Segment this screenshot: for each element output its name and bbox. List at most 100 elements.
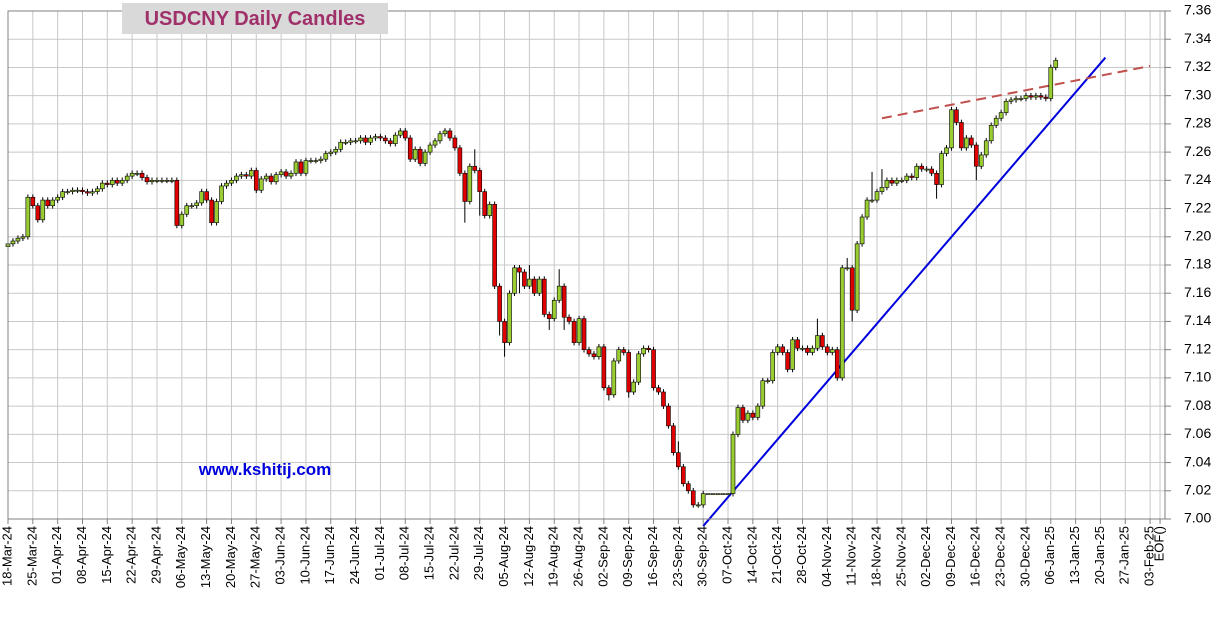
candle-body <box>1013 98 1019 101</box>
x-tick-label: 05-Aug-24 <box>496 526 511 587</box>
x-tick-label: 12-Aug-24 <box>521 526 536 587</box>
candle-body <box>239 174 244 177</box>
candle-body <box>874 191 880 201</box>
candle-body <box>765 380 771 383</box>
candle-body <box>209 199 214 223</box>
candle-body <box>825 346 830 353</box>
candle-body <box>899 180 905 182</box>
candle-body <box>760 380 766 407</box>
candle-body <box>437 133 443 142</box>
candle-body <box>298 161 304 174</box>
y-tick-label: 7.18 <box>1184 256 1211 272</box>
x-tick-label: 27-May-24 <box>248 526 263 588</box>
candle-body <box>859 216 865 245</box>
candle-body <box>204 191 209 201</box>
candle-body <box>318 158 324 161</box>
x-tick-label: 09-Sep-24 <box>620 526 635 587</box>
candle-body <box>60 191 65 198</box>
candle-body <box>25 196 31 238</box>
candle-body <box>795 339 800 349</box>
candle-body <box>487 204 492 216</box>
x-tick-label: 16-Sep-24 <box>645 526 660 587</box>
x-tick-label: 06-May-24 <box>173 526 188 588</box>
candle-body <box>745 412 751 421</box>
x-tick-label: 29-Jul-24 <box>471 526 486 580</box>
x-tick-label: 14-Oct-24 <box>744 526 759 584</box>
trend-line <box>881 65 1151 120</box>
candle-body <box>720 493 726 495</box>
candle-body <box>407 137 413 160</box>
candle-body <box>551 299 557 319</box>
candle-body <box>139 172 145 178</box>
candle-body <box>10 240 16 245</box>
candle-body <box>432 140 438 146</box>
candle-body <box>30 196 36 207</box>
candle-body <box>770 352 776 382</box>
candle-body <box>998 112 1004 119</box>
candle-body <box>884 180 890 188</box>
candle-body <box>815 335 820 349</box>
candle-body <box>869 199 875 202</box>
x-tick-label: 18-Nov-24 <box>868 526 883 587</box>
candle-body <box>527 278 532 287</box>
candle-body <box>532 278 537 294</box>
y-tick-label: 7.06 <box>1184 425 1211 441</box>
candle-body <box>288 172 294 177</box>
candle-body <box>805 347 810 353</box>
candle-body <box>234 175 239 181</box>
y-tick-label: 7.30 <box>1184 86 1211 102</box>
candle-body <box>695 504 701 507</box>
y-tick-label: 7.20 <box>1184 227 1211 243</box>
candle-body <box>397 130 403 136</box>
candle-body <box>159 180 165 182</box>
candle-body <box>571 321 577 343</box>
candle-body <box>541 278 547 315</box>
candle-body <box>229 180 234 184</box>
candle-body <box>219 185 224 202</box>
x-tick-label: 28-Oct-24 <box>794 526 809 584</box>
candle-body <box>924 168 929 171</box>
candle-body <box>338 141 343 150</box>
candle-body <box>199 191 204 204</box>
candle-body <box>358 137 363 142</box>
candle-body <box>661 391 666 407</box>
x-tick-label: 25-Mar-24 <box>24 526 39 586</box>
candle-body <box>954 109 959 123</box>
candle-body <box>353 140 358 143</box>
x-tick-label: 03-Jun-24 <box>273 526 288 585</box>
x-tick-label: 03-Feb-25 <box>1142 526 1157 586</box>
x-tick-label: 02-Dec-24 <box>918 526 933 587</box>
candle-body <box>1053 60 1059 68</box>
candle-body <box>214 201 219 223</box>
candle-body <box>546 314 552 319</box>
candle-body <box>323 153 329 160</box>
candle-body <box>283 171 289 177</box>
y-tick-label: 7.22 <box>1184 199 1211 215</box>
candle-body <box>830 349 835 353</box>
y-tick-label: 7.00 <box>1184 510 1211 526</box>
candle-body <box>820 335 825 348</box>
candle-body <box>785 352 790 370</box>
x-tick-label: 30-Sep-24 <box>695 526 710 587</box>
candle-body <box>149 180 155 183</box>
candle-body <box>988 125 994 142</box>
candle-body <box>735 407 741 435</box>
candle-body <box>70 189 75 192</box>
y-tick-label: 7.32 <box>1184 58 1211 74</box>
candle-body <box>154 180 160 182</box>
x-tick-label: 18-Mar-24 <box>0 526 14 586</box>
candle-body <box>621 349 627 353</box>
candle-body <box>790 339 795 370</box>
candle-body <box>651 349 656 389</box>
candle-body <box>417 148 423 164</box>
candle-body <box>601 346 607 389</box>
candle-body <box>755 405 761 418</box>
candle-body <box>631 381 636 393</box>
candle-body <box>268 175 274 183</box>
candle-body <box>939 153 944 185</box>
candle-body <box>705 493 711 495</box>
x-tick-label: 16-Dec-24 <box>968 526 983 587</box>
candle-body <box>85 191 90 194</box>
y-tick-label: 7.28 <box>1184 115 1211 131</box>
x-tick-label: EOF() <box>1151 526 1166 561</box>
